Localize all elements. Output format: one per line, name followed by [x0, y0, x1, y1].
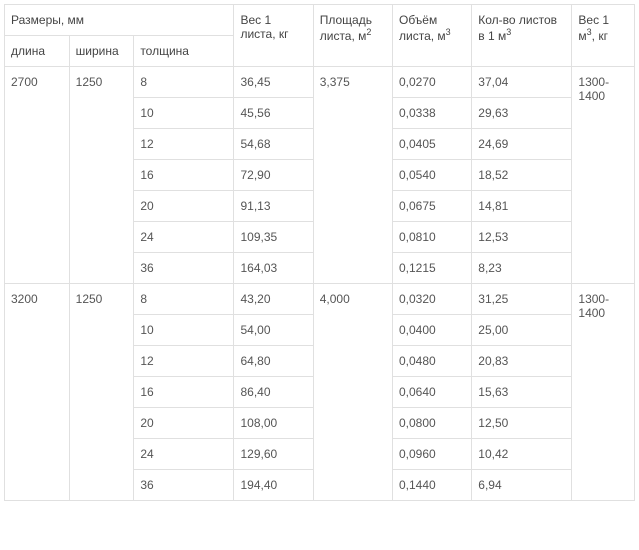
header-length: длина: [5, 36, 70, 67]
cell-thickness: 12: [134, 346, 234, 377]
cell-thickness: 10: [134, 98, 234, 129]
cell-count: 20,83: [472, 346, 572, 377]
cell-weight-sheet: 109,35: [234, 222, 313, 253]
header-sizes-group: Размеры, мм: [5, 5, 234, 36]
cell-weight-sheet: 43,20: [234, 284, 313, 315]
cell-count: 25,00: [472, 315, 572, 346]
cell-weight-sheet: 108,00: [234, 408, 313, 439]
table-row: 27001250836,453,3750,027037,041300-1400: [5, 67, 635, 98]
cell-volume: 0,0400: [393, 315, 472, 346]
cell-weight-sheet: 72,90: [234, 160, 313, 191]
cell-volume: 0,0480: [393, 346, 472, 377]
cell-area: 4,000: [313, 284, 392, 501]
cell-volume: 0,0540: [393, 160, 472, 191]
cell-weight-sheet: 164,03: [234, 253, 313, 284]
cell-weight-sheet: 129,60: [234, 439, 313, 470]
cell-count: 8,23: [472, 253, 572, 284]
cell-thickness: 16: [134, 377, 234, 408]
cell-count: 6,94: [472, 470, 572, 501]
cell-volume: 0,0270: [393, 67, 472, 98]
header-thickness: толщина: [134, 36, 234, 67]
header-width: ширина: [69, 36, 134, 67]
cell-weight-sheet: 86,40: [234, 377, 313, 408]
data-table: Размеры, мм Вес 1 листа, кг Площадь лист…: [4, 4, 635, 501]
cell-count: 29,63: [472, 98, 572, 129]
cell-volume: 0,0800: [393, 408, 472, 439]
cell-length: 2700: [5, 67, 70, 284]
cell-weight-sheet: 45,56: [234, 98, 313, 129]
header-volume-sheet: Объём листа, м3: [393, 5, 472, 67]
cell-length: 3200: [5, 284, 70, 501]
header-weight-sheet: Вес 1 листа, кг: [234, 5, 313, 67]
cell-thickness: 24: [134, 222, 234, 253]
cell-weight-m3: 1300-1400: [572, 284, 635, 501]
cell-count: 18,52: [472, 160, 572, 191]
cell-thickness: 20: [134, 191, 234, 222]
cell-count: 31,25: [472, 284, 572, 315]
cell-count: 12,50: [472, 408, 572, 439]
cell-thickness: 20: [134, 408, 234, 439]
cell-count: 10,42: [472, 439, 572, 470]
cell-volume: 0,1440: [393, 470, 472, 501]
cell-weight-sheet: 194,40: [234, 470, 313, 501]
cell-weight-sheet: 36,45: [234, 67, 313, 98]
cell-width: 1250: [69, 284, 134, 501]
cell-thickness: 8: [134, 67, 234, 98]
cell-volume: 0,0810: [393, 222, 472, 253]
cell-volume: 0,0405: [393, 129, 472, 160]
cell-volume: 0,0338: [393, 98, 472, 129]
table-header: Размеры, мм Вес 1 листа, кг Площадь лист…: [5, 5, 635, 67]
cell-weight-sheet: 91,13: [234, 191, 313, 222]
cell-thickness: 36: [134, 470, 234, 501]
cell-volume: 0,0640: [393, 377, 472, 408]
header-weight-m3: Вес 1 м3, кг: [572, 5, 635, 67]
cell-count: 37,04: [472, 67, 572, 98]
cell-thickness: 24: [134, 439, 234, 470]
cell-weight-sheet: 64,80: [234, 346, 313, 377]
cell-volume: 0,0960: [393, 439, 472, 470]
cell-thickness: 36: [134, 253, 234, 284]
cell-thickness: 8: [134, 284, 234, 315]
cell-volume: 0,1215: [393, 253, 472, 284]
cell-weight-sheet: 54,00: [234, 315, 313, 346]
cell-thickness: 10: [134, 315, 234, 346]
cell-thickness: 12: [134, 129, 234, 160]
cell-count: 12,53: [472, 222, 572, 253]
cell-thickness: 16: [134, 160, 234, 191]
cell-volume: 0,0320: [393, 284, 472, 315]
header-area-sheet: Площадь листа, м2: [313, 5, 392, 67]
cell-weight-sheet: 54,68: [234, 129, 313, 160]
cell-count: 14,81: [472, 191, 572, 222]
cell-count: 15,63: [472, 377, 572, 408]
cell-weight-m3: 1300-1400: [572, 67, 635, 284]
table-row: 32001250843,204,0000,032031,251300-1400: [5, 284, 635, 315]
table-body: 27001250836,453,3750,027037,041300-14001…: [5, 67, 635, 501]
cell-area: 3,375: [313, 67, 392, 284]
cell-width: 1250: [69, 67, 134, 284]
cell-volume: 0,0675: [393, 191, 472, 222]
cell-count: 24,69: [472, 129, 572, 160]
header-count-m3: Кол-во листов в 1 м3: [472, 5, 572, 67]
